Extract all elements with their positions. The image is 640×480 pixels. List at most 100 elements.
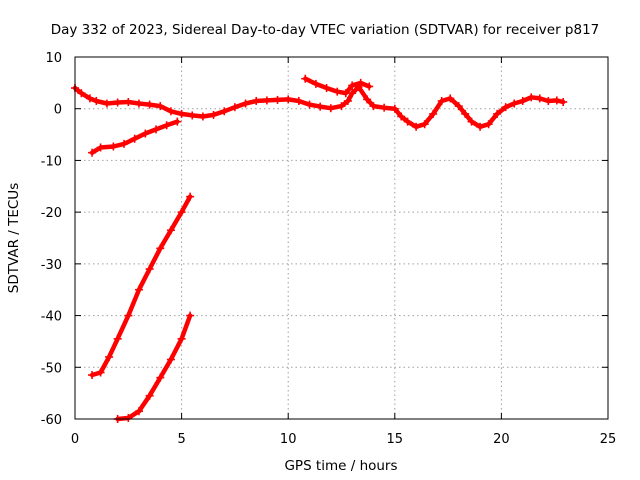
data-point xyxy=(390,104,399,113)
data-point xyxy=(454,102,463,111)
data-point xyxy=(96,368,105,377)
data-point xyxy=(311,79,320,88)
x-tick-label-0: 0 xyxy=(71,432,79,447)
data-point xyxy=(476,122,485,131)
data-point xyxy=(322,84,331,93)
data-point xyxy=(134,285,143,294)
data-point xyxy=(105,352,114,361)
data-point xyxy=(177,208,186,217)
x-tick-label-3: 15 xyxy=(387,432,404,447)
data-point xyxy=(124,97,133,106)
data-point xyxy=(177,334,186,343)
data-point xyxy=(552,96,561,105)
data-point xyxy=(380,103,389,112)
y-tick-label-4: -30 xyxy=(41,258,62,273)
y-tick-label-7: -60 xyxy=(41,413,62,428)
data-point xyxy=(209,110,218,119)
data-point xyxy=(273,95,282,104)
data-point xyxy=(305,100,314,109)
plot-frame xyxy=(74,56,609,420)
data-point xyxy=(120,139,129,148)
x-tick-label-1: 5 xyxy=(177,432,185,447)
x-tick-label-2: 10 xyxy=(280,432,297,447)
data-point xyxy=(109,142,118,151)
axis-ticks: 0 5 10 15 20 25 10 0 -10 -20 -30 -40 -50 -60 xyxy=(41,51,617,447)
data-point xyxy=(134,99,143,108)
data-point xyxy=(356,78,365,87)
y-tick-label-0: 10 xyxy=(45,51,62,66)
data-point xyxy=(527,93,536,102)
data-point xyxy=(188,111,197,120)
y-axis-label: SDTVAR / TECUs xyxy=(6,183,22,293)
data-point xyxy=(145,265,154,274)
data-point xyxy=(369,102,378,111)
data-point xyxy=(301,74,310,83)
data-point xyxy=(88,371,97,380)
data-point xyxy=(535,94,544,103)
data-point xyxy=(102,99,111,108)
data-point xyxy=(162,121,171,130)
x-axis-label: GPS time / hours xyxy=(284,458,397,474)
data-point xyxy=(484,120,493,129)
data-point xyxy=(294,96,303,105)
data-point xyxy=(446,94,455,103)
data-point xyxy=(544,96,553,105)
data-point xyxy=(429,109,438,118)
data-point xyxy=(341,89,350,98)
data-point xyxy=(337,102,346,111)
data-point xyxy=(186,192,195,201)
data-point xyxy=(156,102,165,111)
data-point xyxy=(198,112,207,121)
data-point xyxy=(493,109,502,118)
data-point xyxy=(96,143,105,152)
data-point xyxy=(220,107,229,116)
data-point xyxy=(365,82,374,91)
data-point xyxy=(510,99,519,108)
data-point xyxy=(230,103,239,112)
data-point xyxy=(467,117,476,126)
data-point xyxy=(85,94,94,103)
data-point xyxy=(186,311,195,320)
data-point xyxy=(177,109,186,118)
data-point xyxy=(166,107,175,116)
chart-title: Day 332 of 2023, Sidereal Day-to-day VTE… xyxy=(51,22,600,38)
data-point xyxy=(156,373,165,382)
y-tick-label-6: -50 xyxy=(41,361,62,376)
data-point xyxy=(363,95,372,104)
data-point xyxy=(124,413,133,422)
data-point xyxy=(348,81,357,90)
data-point xyxy=(88,148,97,157)
data-point xyxy=(77,89,86,98)
data-point xyxy=(333,87,342,96)
x-tick-label-5: 25 xyxy=(600,432,617,447)
data-point xyxy=(145,391,154,400)
data-point xyxy=(241,99,250,108)
data-point xyxy=(141,129,150,138)
data-point xyxy=(501,103,510,112)
data-point xyxy=(92,96,101,105)
y-tick-label-3: -20 xyxy=(41,206,62,221)
y-tick-label-2: -10 xyxy=(41,154,62,169)
data-point xyxy=(403,117,412,126)
data-point xyxy=(124,311,133,320)
data-point xyxy=(166,226,175,235)
data-point xyxy=(559,97,568,106)
y-tick-label-5: -40 xyxy=(41,310,62,325)
x-tick-label-4: 20 xyxy=(493,432,510,447)
data-point xyxy=(262,96,271,105)
data-point xyxy=(437,96,446,105)
data-point xyxy=(518,96,527,105)
data-point xyxy=(343,96,352,105)
data-point xyxy=(316,102,325,111)
data-point xyxy=(397,112,406,121)
data-point xyxy=(152,125,161,134)
data-point xyxy=(145,100,154,109)
data-point xyxy=(166,355,175,364)
series-steep-rise-2 xyxy=(115,313,193,422)
data-point xyxy=(284,95,293,104)
data-point xyxy=(420,120,429,129)
data-point xyxy=(326,104,335,113)
data-point xyxy=(134,407,143,416)
data-point xyxy=(461,109,470,118)
